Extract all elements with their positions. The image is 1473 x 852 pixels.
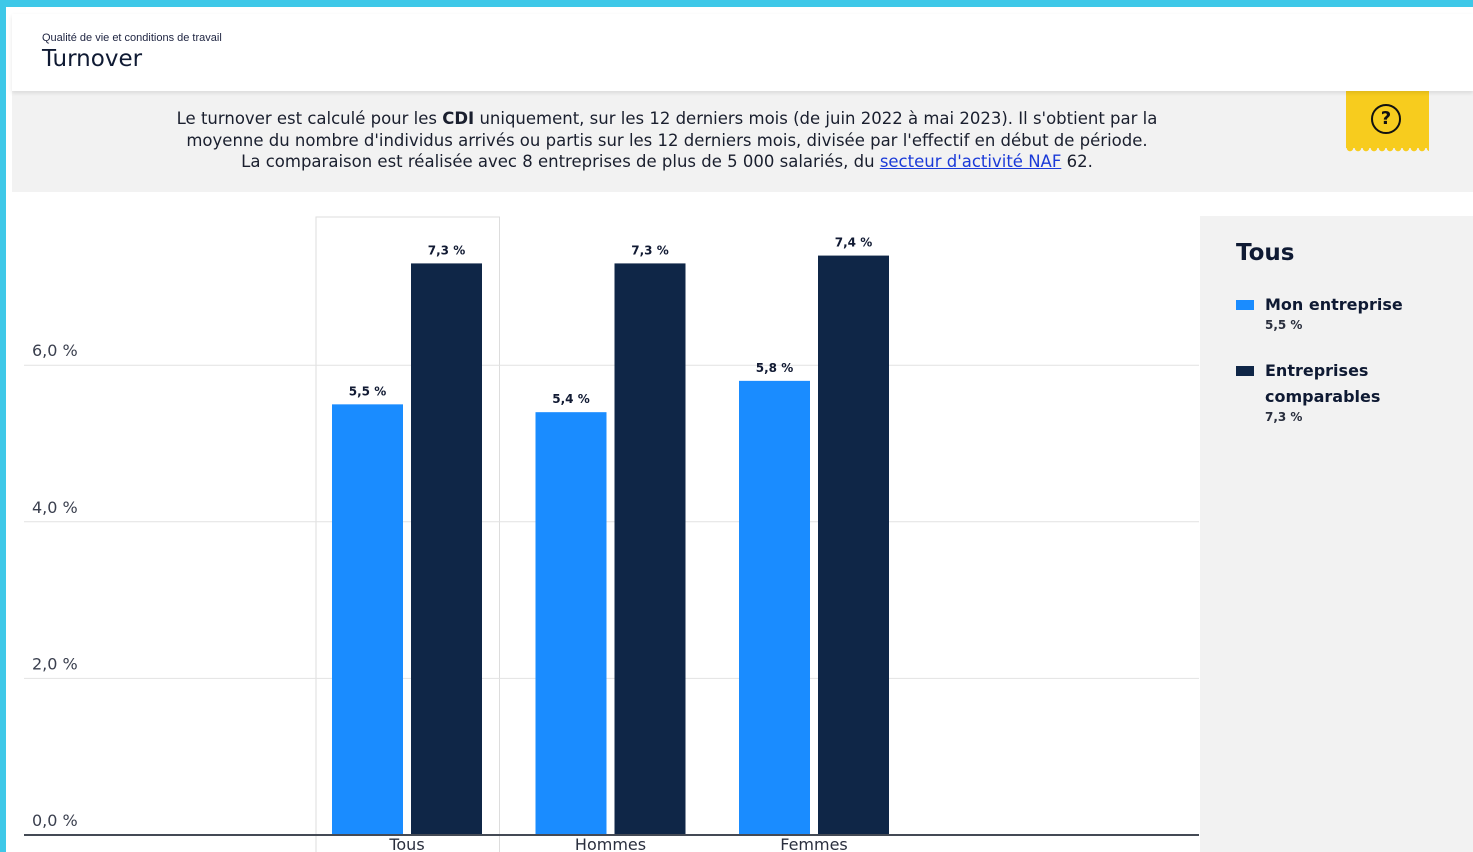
legend-label-mon-entreprise: Mon entreprise	[1265, 295, 1403, 314]
x-tick-label: Femmes	[780, 835, 848, 852]
legend-value-mon-entreprise: 5,5 %	[1265, 318, 1303, 332]
help-button[interactable]: ?	[1346, 91, 1429, 152]
page-header: Qualité de vie et conditions de travail …	[12, 14, 1473, 91]
data-label: 7,3 %	[428, 243, 465, 257]
breadcrumb: Qualité de vie et conditions de travail	[42, 32, 222, 44]
x-tick-label: Tous	[388, 835, 424, 852]
data-label: 5,5 %	[349, 384, 386, 398]
data-label: 5,4 %	[552, 392, 589, 406]
y-tick-label: 0,0 %	[32, 811, 78, 830]
y-tick-label: 2,0 %	[32, 654, 78, 673]
legend-swatch-entreprises-comparables	[1236, 366, 1254, 376]
info-banner: Le turnover est calculé pour les CDI uni…	[12, 91, 1473, 192]
legend-value-entreprises-comparables: 7,3 %	[1265, 410, 1303, 424]
info-line3-start: La comparaison est réalisée avec 8 entre…	[241, 152, 880, 171]
y-tick-label: 4,0 %	[32, 498, 78, 517]
selected-category-highlight	[315, 216, 500, 852]
legend-title: Tous	[1236, 240, 1295, 266]
page-title: Turnover	[42, 46, 143, 72]
bar-tous-series-2[interactable]	[411, 263, 482, 835]
info-line2: moyenne du nombre d'individus arrivés ou…	[186, 130, 1148, 150]
question-circle-icon: ?	[1371, 104, 1401, 134]
bar-hommes-series-1[interactable]	[535, 412, 607, 835]
x-tick-label: Hommes	[575, 835, 646, 852]
data-label: 7,3 %	[631, 243, 668, 257]
info-line1-bold: CDI	[442, 109, 475, 128]
info-line1-end: uniquement, sur les 12 derniers mois (de…	[474, 109, 1158, 128]
info-line1-start: Le turnover est calculé pour les	[176, 109, 443, 128]
bar-femmes-series-1[interactable]	[739, 380, 810, 835]
info-text: Le turnover est calculé pour les CDI uni…	[82, 108, 1252, 173]
info-line3-end: 62.	[1061, 152, 1093, 171]
legend-label-entreprises-comparables: Entreprises comparables	[1265, 361, 1381, 406]
bar-tous-series-1[interactable]	[332, 404, 403, 835]
bar-hommes-series-2[interactable]	[614, 263, 686, 835]
y-tick-label: 6,0 %	[32, 341, 78, 360]
chart-legend: Tous Mon entreprise 5,5 % Entreprises co…	[1200, 216, 1473, 852]
legend-swatch-mon-entreprise	[1236, 300, 1254, 310]
data-label: 5,8 %	[756, 361, 793, 375]
data-label: 7,4 %	[835, 236, 872, 250]
bar-femmes-series-2[interactable]	[818, 255, 889, 835]
naf-sector-link[interactable]: secteur d'activité NAF	[879, 152, 1062, 171]
turnover-bar-chart: 0,0 % 2,0 % 4,0 % 6,0 % 5,5 % 7,3 % Tous 5,4 % 7…	[24, 216, 1199, 852]
